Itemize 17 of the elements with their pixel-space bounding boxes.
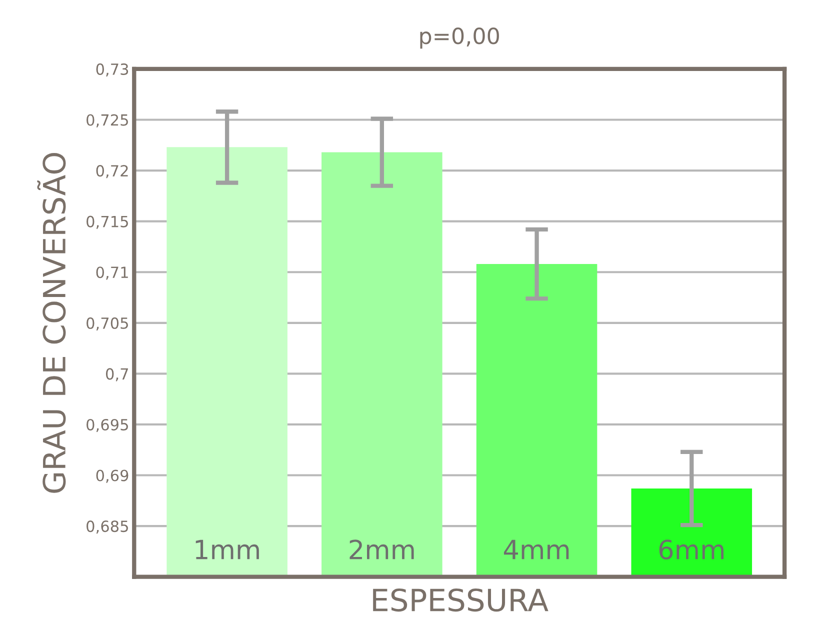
y-tick-label: 0,71 [96,266,128,280]
y-tick-label: 0,72 [96,165,128,178]
y-tick-label: 0,725 [86,114,128,128]
x-tick-label: 1mm [196,540,259,560]
x-tick-label: 6mm [659,540,724,560]
x-axis-title: ESPESSURA [373,588,548,612]
y-tick-label: 0,73 [96,63,128,77]
y-tick-label: 0,715 [86,216,128,229]
y-tick-label: 0,695 [86,418,128,432]
y-tick-label: 0,69 [96,470,128,483]
x-tick-label: 4mm [504,540,569,560]
y-tick-label: 0,705 [86,317,128,330]
y-axis-title: GRAU DE CONVERSÃO [37,152,66,493]
y-tick-label: 0,685 [86,520,128,534]
y-tick-label: 0,7 [106,368,128,382]
chart-title: p=0,00 [420,27,499,49]
x-tick-label: 2mm [350,540,414,560]
